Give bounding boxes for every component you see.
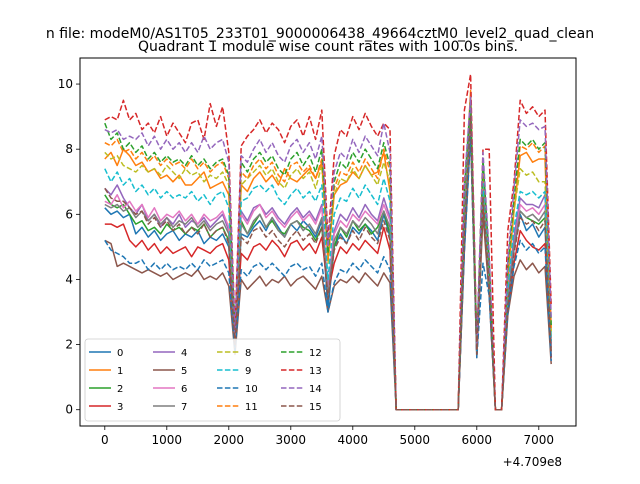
legend-label-7: 7 bbox=[181, 402, 187, 413]
x-tick-label: 0 bbox=[101, 433, 109, 447]
chart-title: Quadrant 1 module wise count rates with … bbox=[138, 39, 518, 55]
plot-frame bbox=[79, 57, 577, 427]
x-tick-label: 2000 bbox=[214, 433, 245, 447]
series-line-13 bbox=[104, 73, 552, 411]
legend-box bbox=[84, 338, 341, 422]
series-line-14 bbox=[104, 96, 552, 411]
legend-label-13: 13 bbox=[309, 366, 322, 377]
legend-label-1: 1 bbox=[117, 366, 123, 377]
x-axis: 0 1000 2000 3000 4000 5000 6000 7000 bbox=[101, 426, 554, 447]
x-tick-label: 5000 bbox=[400, 433, 431, 447]
legend-label-8: 8 bbox=[245, 348, 251, 359]
series-lines bbox=[104, 73, 552, 411]
legend-label-11: 11 bbox=[245, 402, 258, 413]
legend-label-15: 15 bbox=[309, 402, 322, 413]
legend-label-10: 10 bbox=[245, 384, 258, 395]
y-tick-label: 8 bbox=[65, 142, 73, 156]
legend-label-4: 4 bbox=[181, 348, 187, 359]
series-line-15 bbox=[104, 115, 552, 411]
y-tick-label: 6 bbox=[65, 207, 73, 221]
y-tick-label: 0 bbox=[65, 403, 73, 417]
y-tick-label: 2 bbox=[65, 338, 73, 352]
x-tick-label: 3000 bbox=[276, 433, 307, 447]
legend-label-14: 14 bbox=[309, 384, 322, 395]
legend-label-12: 12 bbox=[309, 348, 322, 359]
x-tick-label: 1000 bbox=[152, 433, 183, 447]
legend-label-3: 3 bbox=[117, 402, 123, 413]
y-tick-label: 10 bbox=[58, 77, 73, 91]
x-tick-label: 7000 bbox=[524, 433, 555, 447]
series-line-10 bbox=[104, 135, 552, 411]
x-tick-label: 4000 bbox=[338, 433, 369, 447]
legend-label-2: 2 bbox=[117, 384, 123, 395]
y-tick-label: 4 bbox=[65, 272, 73, 286]
legend-label-9: 9 bbox=[245, 366, 251, 377]
x-tick-label: 6000 bbox=[462, 433, 493, 447]
x-offset-label: +4.709e8 bbox=[503, 455, 562, 469]
figure-suptitle: n file: modeM0/AS1T05_233T01_9000006438_… bbox=[46, 26, 594, 42]
legend-label-6: 6 bbox=[181, 384, 187, 395]
legend-label-0: 0 bbox=[117, 348, 123, 359]
y-axis: 0 2 4 6 8 10 bbox=[58, 77, 80, 417]
legend-label-5: 5 bbox=[181, 366, 187, 377]
